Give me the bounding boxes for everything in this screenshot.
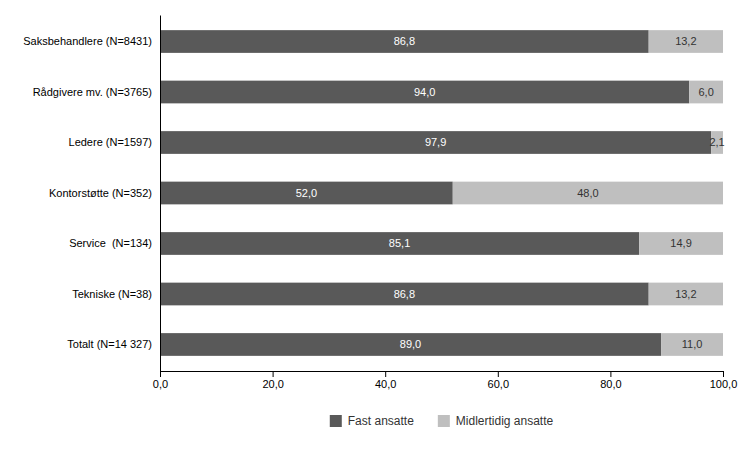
y-tick: Tekniske (N=38) xyxy=(72,288,160,300)
x-tick-mark xyxy=(385,371,386,377)
x-tick-mark xyxy=(610,371,611,377)
data-label: 86,8 xyxy=(394,288,415,300)
bar xyxy=(160,182,453,205)
y-tick-label: Saksbehandlere (N=8431) xyxy=(23,35,152,47)
data-label: 52,0 xyxy=(296,187,317,199)
data-label: 94,0 xyxy=(414,86,435,98)
legend-swatch xyxy=(330,415,342,427)
x-tick: 0,0 xyxy=(153,371,168,390)
series-bars xyxy=(453,30,723,356)
x-tick-label: 40,0 xyxy=(375,378,396,390)
data-label: 86,8 xyxy=(394,35,415,47)
legend-item: Midlertidig ansatte xyxy=(438,414,554,428)
x-tick-mark xyxy=(723,371,724,377)
y-tick: Service (N=134) xyxy=(69,237,160,249)
y-tick-label: Service (N=134) xyxy=(69,237,152,249)
x-tick: 40,0 xyxy=(375,371,396,390)
y-tick-label: Rådgivere mv. (N=3765) xyxy=(33,86,152,98)
legend: Fast ansatte Midlertidig ansatte xyxy=(330,414,554,428)
bar xyxy=(160,81,689,104)
data-label: 89,0 xyxy=(400,338,421,350)
x-tick: 100,0 xyxy=(710,371,738,390)
data-label: 97,9 xyxy=(425,136,446,148)
x-tick: 80,0 xyxy=(600,371,621,390)
bar xyxy=(639,232,723,255)
x-tick: 60,0 xyxy=(488,371,509,390)
x-tick-mark xyxy=(160,371,161,377)
bar xyxy=(453,182,723,205)
bar xyxy=(160,30,649,53)
data-label: 48,0 xyxy=(577,187,598,199)
y-tick: Totalt (N=14 327) xyxy=(67,338,160,350)
y-tick: Ledere (N=1597) xyxy=(69,136,160,148)
y-axis: Saksbehandlere (N=8431) Rådgivere mv. (N=… xyxy=(23,16,160,372)
bar xyxy=(689,81,723,104)
bar xyxy=(160,283,649,306)
bar xyxy=(160,333,661,356)
y-tick-label: Tekniske (N=38) xyxy=(72,288,152,300)
bar xyxy=(160,131,711,154)
plot: 86,8 94,0 97,9 52,0 85,1 86,8 89,0 13,2 6,0 2,1 48… xyxy=(23,16,737,390)
data-label: 13,2 xyxy=(675,35,696,47)
bar xyxy=(649,283,723,306)
x-tick-label: 60,0 xyxy=(488,378,509,390)
data-label: 11,0 xyxy=(682,338,703,350)
y-tick: Saksbehandlere (N=8431) xyxy=(23,35,160,47)
y-tick-label: Ledere (N=1597) xyxy=(69,136,152,148)
x-tick-mark xyxy=(273,371,274,377)
bars xyxy=(160,30,723,356)
chart: 86,8 94,0 97,9 52,0 85,1 86,8 89,0 13,2 6,0 2,1 48… xyxy=(0,0,753,451)
x-axis: 0,0 20,0 40,0 60,0 80,0 100,0 xyxy=(153,371,737,390)
y-tick-label: Totalt (N=14 327) xyxy=(67,338,152,350)
axis-domain xyxy=(160,16,161,372)
legend-label: Fast ansatte xyxy=(348,414,414,428)
x-tick-label: 80,0 xyxy=(600,378,621,390)
x-tick-label: 20,0 xyxy=(262,378,283,390)
y-tick: Kontorstøtte (N=352) xyxy=(49,187,160,199)
legend-swatch xyxy=(438,415,450,427)
bar xyxy=(160,232,639,255)
x-tick-mark xyxy=(498,371,499,377)
x-tick-label: 100,0 xyxy=(710,378,738,390)
data-label: 13,2 xyxy=(675,288,696,300)
y-tick: Rådgivere mv. (N=3765) xyxy=(33,86,160,98)
bar xyxy=(649,30,723,53)
x-tick-label: 0,0 xyxy=(153,378,168,390)
axis-domain xyxy=(161,372,724,378)
data-label: 6,0 xyxy=(698,86,713,98)
data-label: 2,1 xyxy=(709,136,724,148)
y-tick-label: Kontorstøtte (N=352) xyxy=(49,187,152,199)
legend-label: Midlertidig ansatte xyxy=(456,414,554,428)
x-tick: 20,0 xyxy=(262,371,283,390)
data-label: 14,9 xyxy=(670,237,691,249)
data-labels: 86,8 94,0 97,9 52,0 85,1 86,8 89,0 13,2 6,0 2,1 48… xyxy=(296,35,725,350)
bar xyxy=(661,333,723,356)
data-label: 85,1 xyxy=(389,237,410,249)
legend-item: Fast ansatte xyxy=(330,414,414,428)
